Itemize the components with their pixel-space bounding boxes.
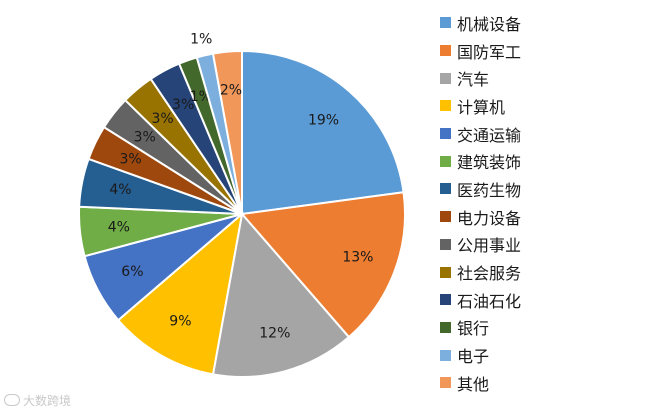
legend-item-10: 社会服务 <box>440 258 645 286</box>
legend-label-9: 公用事业 <box>457 236 522 256</box>
data-label-13: 1% <box>190 32 212 48</box>
legend-label-13: 电子 <box>457 347 490 367</box>
legend-swatch-7 <box>440 183 451 195</box>
legend-swatch-10 <box>440 266 451 278</box>
data-label-8: 3% <box>120 152 142 168</box>
legend-item-1: 机械设备 <box>440 9 645 37</box>
legend-label-4: 计算机 <box>457 97 506 117</box>
data-label-4: 9% <box>169 313 191 329</box>
legend-item-9: 公用事业 <box>440 231 645 259</box>
legend-item-11: 石油石化 <box>440 286 645 314</box>
watermark: 大数跨境 <box>4 390 71 410</box>
pie-slice-3 <box>211 211 351 378</box>
legend-item-4: 计算机 <box>440 92 645 120</box>
legend-item-13: 电子 <box>440 341 645 369</box>
data-label-6: 4% <box>108 219 130 235</box>
data-label-3: 12% <box>259 325 290 341</box>
legend-item-6: 建筑装饰 <box>440 147 645 175</box>
legend-label-6: 建筑装饰 <box>457 153 522 173</box>
legend: 机械设备国防军工汽车计算机交通运输建筑装饰医药生物电力设备公用事业社会服务石油石… <box>440 9 645 397</box>
data-label-7: 4% <box>109 182 131 198</box>
legend-item-5: 交通运输 <box>440 120 645 148</box>
legend-item-12: 银行 <box>440 314 645 342</box>
legend-item-7: 医药生物 <box>440 175 645 203</box>
legend-swatch-6 <box>440 155 451 167</box>
legend-item-8: 电力设备 <box>440 203 645 231</box>
legend-label-11: 石油石化 <box>457 291 522 311</box>
legend-label-10: 社会服务 <box>457 264 522 284</box>
legend-swatch-2 <box>440 45 451 57</box>
data-label-10: 3% <box>151 111 173 127</box>
legend-item-2: 国防军工 <box>440 37 645 65</box>
legend-swatch-11 <box>440 294 451 306</box>
legend-swatch-13 <box>440 349 451 361</box>
legend-label-3: 汽车 <box>457 70 490 90</box>
pie-slice-1 <box>241 49 405 216</box>
legend-swatch-8 <box>440 211 451 223</box>
watermark-text: 大数跨境 <box>23 393 72 408</box>
legend-swatch-9 <box>440 238 451 250</box>
watermark-logo-icon <box>4 394 20 406</box>
legend-item-14: 其他 <box>440 369 645 397</box>
legend-swatch-12 <box>440 321 451 333</box>
pie-slice-4 <box>116 211 244 376</box>
legend-label-1: 机械设备 <box>457 14 522 34</box>
legend-swatch-3 <box>440 72 451 84</box>
data-label-1: 19% <box>308 113 339 129</box>
data-label-11: 3% <box>172 97 194 113</box>
legend-swatch-14 <box>440 377 451 389</box>
data-label-2: 13% <box>342 250 373 266</box>
legend-label-5: 交通运输 <box>457 125 522 145</box>
legend-label-2: 国防军工 <box>457 42 522 62</box>
legend-label-8: 电力设备 <box>457 208 522 228</box>
legend-swatch-4 <box>440 100 451 112</box>
pie-chart: 19%13%12%9%6%4%4%3%3%3%3%1%1%2% <box>78 32 406 378</box>
legend-item-3: 汽车 <box>440 64 645 92</box>
legend-label-14: 其他 <box>457 374 490 394</box>
pie-slice-2 <box>240 191 406 339</box>
legend-label-12: 银行 <box>457 319 490 339</box>
pie-slice-14 <box>211 49 243 215</box>
legend-swatch-1 <box>440 17 451 29</box>
data-label-14: 2% <box>220 83 242 99</box>
legend-swatch-5 <box>440 128 451 140</box>
data-label-5: 6% <box>121 264 143 280</box>
data-label-9: 3% <box>134 129 156 145</box>
legend-label-7: 医药生物 <box>457 180 522 200</box>
